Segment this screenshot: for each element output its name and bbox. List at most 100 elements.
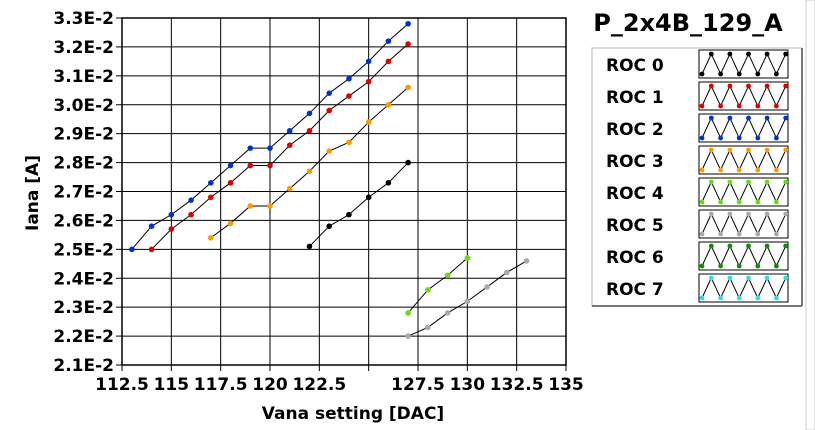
legend-swatch-line [701,276,787,300]
legend-swatch-marker [764,51,770,57]
data-point-roc-5 [444,310,451,316]
y-tick-label: 2.9E-2 [53,125,114,145]
data-point-roc-2 [286,127,293,134]
legend-swatch-marker [783,275,789,281]
legend-swatch-marker [783,115,789,121]
legend-swatch-marker [699,103,705,109]
x-tick-label: 117.5 [194,375,248,395]
legend-swatch-marker [774,263,779,269]
legend-swatch-line [701,212,787,236]
legend-swatch-marker [764,147,770,153]
legend-swatch-marker [774,167,779,173]
legend-swatch-roc-7 [698,273,789,303]
data-point-roc-1 [405,41,411,47]
data-point-roc-1 [227,180,234,186]
data-point-roc-5 [504,269,510,276]
data-point-roc-0 [346,211,352,218]
x-tick-label: 127.5 [391,375,445,395]
axes: 2.1E-2 2.2E-2 2.3E-2 2.4E-2 2.5E-2 2.6E-2 2.7E… [53,9,583,395]
legend-swatch-roc-4 [698,177,789,207]
legend-swatch-marker [699,199,705,205]
legend-swatch-marker [774,231,779,237]
legend-swatch-marker [699,263,705,269]
legend-swatch-roc-3 [698,145,789,175]
legend-swatch-marker [774,71,779,77]
legend-swatch-marker [718,295,723,301]
legend-swatch-marker [764,243,770,249]
data-point-roc-2 [208,180,214,186]
y-tick-label: 3.0E-2 [53,96,114,116]
legend-swatch-marker [755,103,761,109]
legend-swatch-marker [718,135,723,141]
y-tick-label: 3.1E-2 [53,67,114,87]
legend-swatch-marker [699,135,705,141]
x-tick-label: 135 [548,375,584,395]
legend-swatch-marker [764,83,770,89]
legend-swatch-marker [764,115,770,121]
legend-swatch-roc-5 [698,209,789,239]
legend-swatch-marker [783,179,789,185]
data-point-roc-0 [365,194,372,201]
data-point-roc-1 [286,142,293,149]
legend-swatch-marker [755,231,761,237]
legend-swatch-marker [755,167,761,173]
legend-swatch-line [701,84,787,108]
legend-swatch-roc-1 [698,81,789,111]
legend-swatch-marker [699,167,705,173]
legend-swatch-marker [718,199,723,205]
data-point-roc-0 [326,223,333,229]
legend-swatch-marker [746,115,751,121]
x-axis-title: Vana setting [DAC] [262,404,444,424]
legend-swatch-marker [783,83,789,89]
legend-swatch-marker [708,83,714,89]
data-point-roc-1 [306,127,313,134]
data-point-roc-4 [405,310,411,316]
legend-label-roc-2: ROC 2 [606,120,664,140]
data-point-roc-3 [267,203,273,209]
data-point-roc-2 [365,58,372,65]
data-point-roc-3 [247,203,254,209]
legend-swatch-marker [708,275,714,281]
legend-swatch-line [701,148,787,172]
legend-swatch-marker [699,71,705,77]
y-tick-label: 2.6E-2 [53,211,114,231]
legend-swatch-marker [755,263,761,269]
data-point-roc-1 [208,194,214,201]
data-point-roc-2 [227,162,234,169]
x-tick-label: 112.5 [95,375,149,395]
data-point-roc-1 [247,162,254,169]
legend-swatch-marker [746,147,751,153]
data-point-roc-1 [168,226,175,232]
series-line-roc-4 [407,257,468,314]
legend-swatch-marker [718,71,723,77]
legend-swatch-marker [736,263,742,269]
legend-label-roc-3: ROC 3 [606,152,664,172]
legend-swatch-marker [746,211,751,217]
y-tick-label: 3.2E-2 [53,38,114,58]
legend-swatch-marker [727,179,733,185]
legend-swatch-marker [736,295,742,301]
data-point-roc-5 [405,333,411,339]
plot-title: P_2x4B_129_A [593,9,783,37]
y-tick-label: 2.2E-2 [53,327,114,347]
data-point-roc-2 [129,246,135,253]
legend-swatch-marker [727,83,733,89]
legend-swatch-marker [783,243,789,249]
x-tick-label: 120 [252,375,288,395]
legend-swatch-marker [764,211,770,217]
data-point-roc-4 [464,255,471,261]
legend-swatch-line [701,116,787,140]
y-tick-label: 2.3E-2 [53,298,114,318]
data-point-roc-5 [425,324,431,331]
legend-swatch-marker [746,51,751,57]
data-point-roc-3 [326,148,333,154]
legend-swatch-marker [699,295,705,301]
legend-label-roc-0: ROC 0 [606,56,664,76]
y-tick-label: 2.5E-2 [53,240,114,260]
data-point-roc-4 [425,287,431,293]
data-point-roc-2 [247,145,254,151]
data-point-roc-0 [385,180,392,186]
data-point-roc-3 [405,84,411,91]
y-tick-label: 2.7E-2 [53,183,114,203]
data-point-roc-2 [306,110,313,117]
